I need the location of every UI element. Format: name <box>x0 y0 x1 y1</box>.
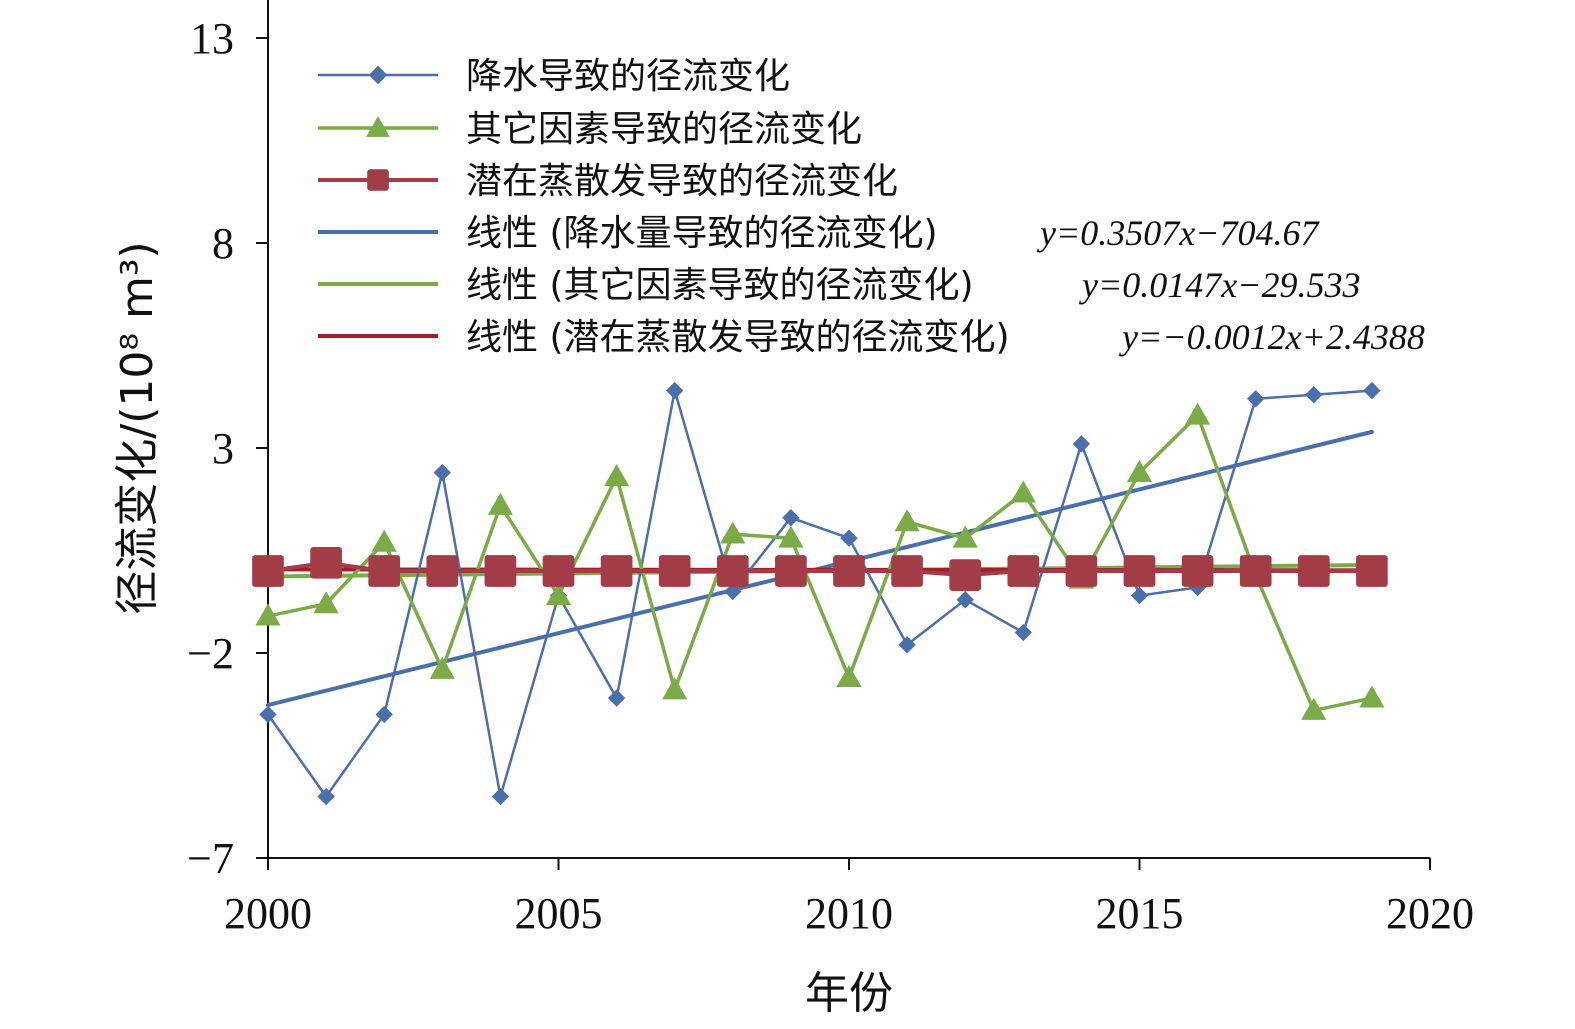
x-tick-label: 2010 <box>805 889 893 938</box>
series-1-point <box>724 582 742 601</box>
series-3-point <box>891 555 923 587</box>
legend-item-trendline-2: 线性 (其它因素导致的径流变化) y=0.0147x−29.533 <box>318 265 1361 306</box>
series-3-point <box>426 555 459 587</box>
series-2-point <box>429 656 455 679</box>
x-tick-label: 2020 <box>1386 889 1474 938</box>
series-3-point <box>252 555 284 587</box>
trendline-equation: y=0.0147x−29.533 <box>1079 265 1361 305</box>
series-1-point <box>840 529 858 547</box>
series-2-point <box>1301 697 1327 720</box>
series-2-point <box>313 591 339 614</box>
legend-label: 线性 (其它因素导致的径流变化) <box>466 265 974 306</box>
series-3-point <box>1297 555 1330 587</box>
series-2-point <box>371 529 397 552</box>
series-1-point <box>782 509 800 527</box>
series-3-point <box>542 555 575 587</box>
y-tick-label: 3 <box>212 424 234 473</box>
series-3-point <box>310 546 342 579</box>
x-tick-label: 2015 <box>1096 889 1184 938</box>
legend-label: 线性 (潜在蒸散发导致的径流变化) <box>466 317 1010 358</box>
axes-layer: −7 −2 3 8 13 2000 2005 2010 2015 2020 <box>187 0 1474 938</box>
series-2-point <box>545 583 572 606</box>
legend-item-series-3: 潜在蒸散发导致的径流变化 <box>318 161 898 202</box>
y-axis-title: 径流变化/(10⁸ m³) <box>112 241 163 614</box>
legend-item-trendline-1: 线性 (降水量导致的径流变化) y=0.3507x−704.67 <box>318 213 1321 254</box>
series-1-point <box>1363 381 1381 400</box>
series-2-line <box>267 413 1373 713</box>
series-3-point <box>658 555 691 587</box>
series-2-point <box>1185 402 1211 425</box>
x-axis-title: 年份 <box>805 968 893 1019</box>
series-3-point <box>949 559 982 591</box>
series-1-point <box>491 787 510 806</box>
series-1-point <box>1247 390 1265 408</box>
legend-swatch-marker <box>368 65 388 85</box>
series-1-point <box>666 381 684 400</box>
series-layer <box>252 381 1388 806</box>
legend-item-series-1: 降水导致的径流变化 <box>318 56 790 97</box>
series-2-point <box>604 464 630 487</box>
series-3-point <box>1181 555 1214 587</box>
legend-label: 其它因素导致的径流变化 <box>466 109 862 150</box>
series-2-point <box>1010 480 1036 503</box>
series-3-point <box>368 555 401 587</box>
legend-swatch-marker <box>366 116 390 137</box>
series-3-point <box>484 555 517 587</box>
axis-titles: 年份 径流变化/(10⁸ m³) <box>112 241 893 1019</box>
series-1-point <box>956 591 974 609</box>
series-3-point <box>1007 555 1040 587</box>
series-2-point <box>720 521 746 544</box>
legend-item-series-2: 其它因素导致的径流变化 <box>318 109 862 150</box>
series-1-point <box>1305 386 1323 404</box>
x-tick-label: 2000 <box>224 889 312 938</box>
series-2-point <box>952 525 978 548</box>
series-2-point <box>1359 685 1385 708</box>
trendline-equation: y=−0.0012x+2.4388 <box>1119 317 1425 357</box>
y-tick-label: −2 <box>187 629 234 678</box>
series-1-point <box>433 463 451 482</box>
legend-label: 降水导致的径流变化 <box>466 56 790 97</box>
series-2 <box>255 402 1385 720</box>
series-1-point <box>898 636 916 654</box>
series-3-point <box>716 555 749 587</box>
x-tick-label: 2005 <box>515 889 603 938</box>
series-3-point <box>600 555 633 587</box>
series-1-point <box>375 705 393 724</box>
y-tick-label: −7 <box>187 834 234 883</box>
legend-item-trendline-3: 线性 (潜在蒸散发导致的径流变化) y=−0.0012x+2.4388 <box>318 317 1425 358</box>
series-1-point <box>1072 435 1091 453</box>
series-1-point <box>607 689 626 707</box>
series-2-point <box>894 509 920 532</box>
series-3-point <box>833 555 865 587</box>
series-3-point <box>1123 555 1156 587</box>
legend-label: 线性 (降水量导致的径流变化) <box>466 213 938 254</box>
series-1-point <box>259 705 277 724</box>
series-1 <box>259 381 1381 806</box>
series-2-point <box>778 525 804 548</box>
series-2-point <box>662 677 688 700</box>
legend-swatch-marker <box>367 169 389 191</box>
trendline-equation: y=0.3507x−704.67 <box>1037 213 1321 253</box>
legend-label: 潜在蒸散发导致的径流变化 <box>466 161 898 202</box>
series-1-point <box>1130 586 1149 605</box>
series-3-point <box>1065 555 1098 587</box>
series-1-point <box>1014 623 1032 642</box>
series-1-point <box>317 787 335 806</box>
series-1-line <box>266 389 1372 798</box>
series-3 <box>252 546 1388 591</box>
series-2-point <box>255 603 281 626</box>
series-2-point <box>836 665 862 688</box>
series-2-point <box>487 492 513 515</box>
y-tick-label: 13 <box>190 14 234 63</box>
series-3-point <box>775 555 807 587</box>
y-tick-label: 8 <box>212 219 234 268</box>
series-2-point <box>1126 460 1153 483</box>
series-3-point <box>1239 555 1272 587</box>
series-3-point <box>1356 555 1388 587</box>
